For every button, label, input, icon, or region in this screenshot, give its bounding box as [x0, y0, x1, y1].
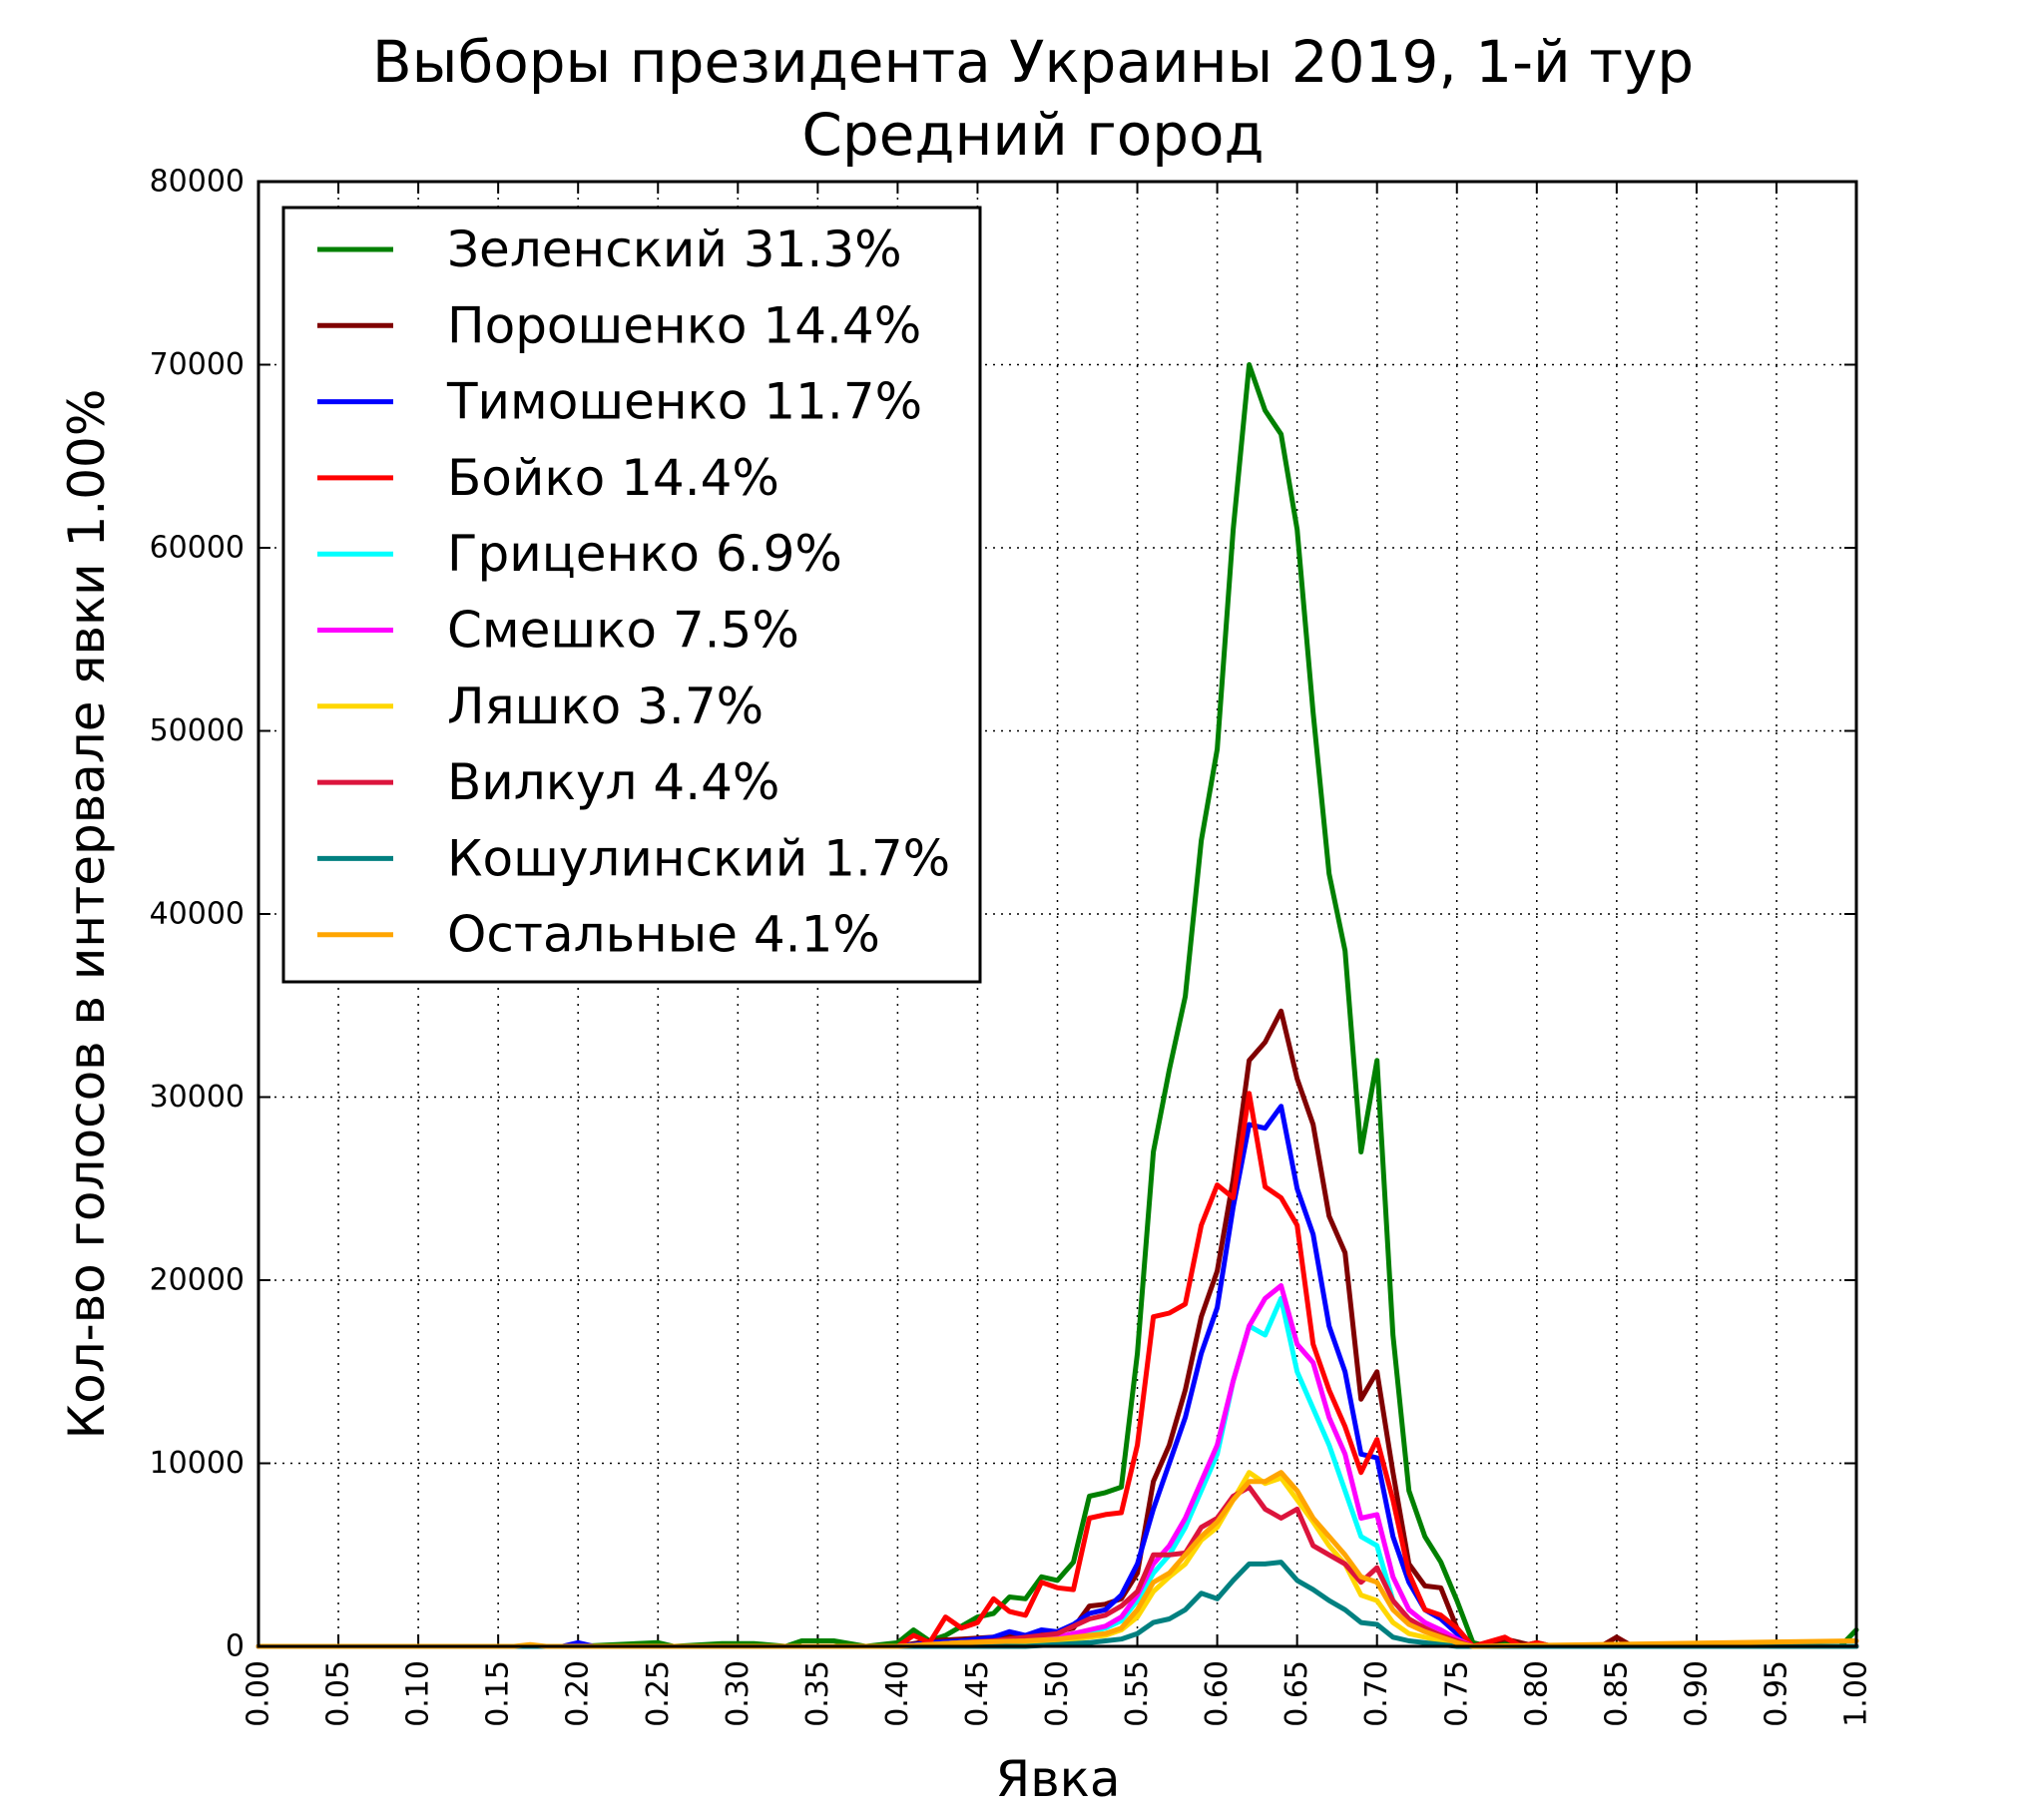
series-line-6 [256, 1283, 1859, 1649]
x-tick-label: 0.70 [1359, 1660, 1394, 1727]
x-tick-label: 0.85 [1599, 1660, 1634, 1727]
y-tick-label: 0 [226, 1629, 245, 1664]
series-line-9 [256, 1560, 1859, 1649]
legend-label: Остальные 4.1% [447, 906, 880, 964]
x-tick-label: 0.00 [242, 1660, 276, 1727]
legend-label: Вилкул 4.4% [447, 753, 779, 811]
series-line-8 [256, 1484, 1859, 1649]
legend-label: Кошулинский 1.7% [447, 829, 950, 887]
chart-title: Выборы президента Украины 2019, 1-й тур [372, 28, 1694, 96]
axis-ticks: 0.00 0.05 0.10 0.15 0.20 0.25 0.30 0.35 0.40 0.45… [150, 165, 1874, 1727]
x-tick-label: 0.65 [1279, 1660, 1314, 1727]
legend-label: Зеленский 31.3% [447, 221, 902, 278]
x-tick-label: 0.80 [1519, 1660, 1554, 1727]
x-tick-label: 0.95 [1759, 1660, 1793, 1727]
legend-label: Ляшко 3.7% [447, 678, 764, 735]
x-tick-label: 1.00 [1839, 1660, 1874, 1727]
x-tick-label: 0.50 [1040, 1660, 1075, 1727]
legend-label: Порошенко 14.4% [447, 296, 921, 354]
x-tick-label: 0.30 [721, 1660, 756, 1727]
x-tick-label: 0.90 [1679, 1660, 1714, 1727]
series-line-5 [256, 1295, 1859, 1649]
series-line-3 [256, 1104, 1859, 1649]
y-axis-label: Кол-во голосов в интервале явки 1.00% [58, 389, 116, 1440]
legend-box [281, 206, 982, 984]
x-tick-label: 0.20 [561, 1660, 596, 1727]
x-tick-label: 0.35 [800, 1660, 835, 1727]
x-tick-label: 0.25 [641, 1660, 676, 1727]
x-axis-label: Явка [995, 1750, 1120, 1808]
legend: Зеленский 31.3% Порошенко 14.4% Тимошенко … [281, 206, 982, 984]
legend-label: Тимошенко 11.7% [446, 373, 922, 431]
legend-label: Смешко 7.5% [447, 602, 799, 660]
series-line-10 [256, 1470, 1859, 1649]
y-tick-label: 30000 [150, 1080, 245, 1115]
y-tick-label: 50000 [150, 713, 245, 748]
grid [258, 182, 1856, 1646]
x-tick-label: 0.75 [1439, 1660, 1474, 1727]
x-tick-label: 0.55 [1120, 1660, 1155, 1727]
y-tick-label: 60000 [150, 531, 245, 566]
x-tick-label: 0.40 [880, 1660, 915, 1727]
x-tick-label: 0.05 [321, 1660, 356, 1727]
plot-frame [256, 180, 1858, 1648]
legend-label: Гриценко 6.9% [447, 525, 842, 583]
x-tick-label: 0.60 [1200, 1660, 1235, 1727]
x-tick-label: 0.45 [960, 1660, 995, 1727]
series-lines [256, 362, 1859, 1649]
x-tick-label: 0.10 [401, 1660, 436, 1727]
x-tick-label: 0.15 [481, 1660, 516, 1727]
series-line-1 [256, 362, 1859, 1649]
chart-subtitle: Средний город [801, 101, 1264, 169]
y-tick-label: 40000 [150, 897, 245, 932]
legend-label: Бойко 14.4% [447, 449, 779, 507]
series-line-2 [256, 1008, 1859, 1649]
y-tick-label: 20000 [150, 1263, 245, 1298]
y-tick-label: 80000 [150, 165, 245, 200]
series-line-4 [256, 1091, 1859, 1649]
y-tick-label: 10000 [150, 1446, 245, 1481]
y-tick-label: 70000 [150, 347, 245, 382]
